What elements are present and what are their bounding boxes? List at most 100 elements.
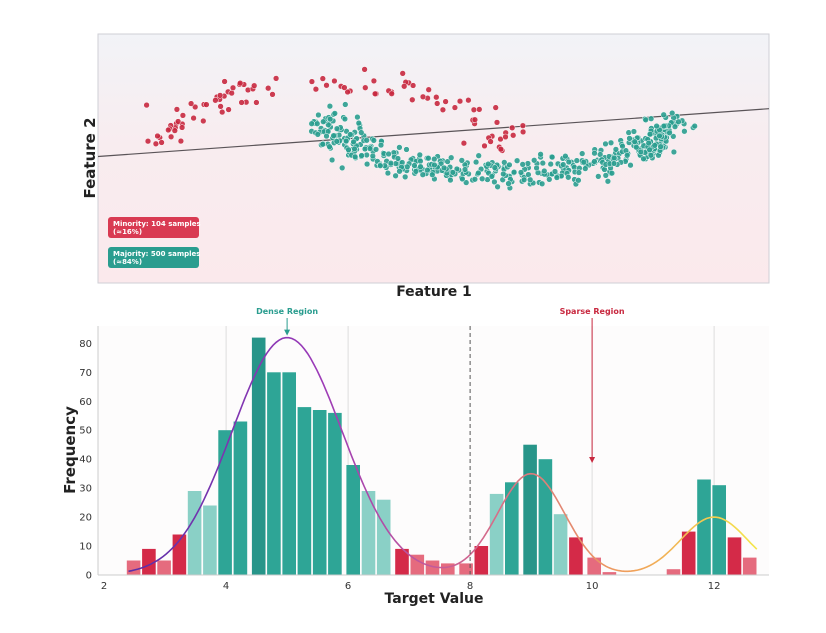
minority-point [167,133,175,140]
histogram-bar [505,482,519,575]
majority-point [475,152,482,159]
majority-point [392,172,399,179]
histogram-bar [602,572,617,575]
histogram-bar [553,514,568,575]
majority-point [341,115,349,123]
majority-point [591,150,598,157]
majority-point [424,166,431,174]
majority-point [625,129,632,136]
majority-point [447,176,454,184]
minority-point [344,88,351,96]
majority-point [647,115,655,122]
majority-point [565,174,572,181]
histogram-bar [282,372,296,575]
majority-point [520,176,528,183]
majority-point [459,175,466,183]
histogram-y-ticks: 0 10 20 30 40 50 60 70 80 [79,339,92,582]
majority-point [573,157,580,164]
majority-point [417,163,424,170]
histogram-bar [376,499,391,575]
histogram-annotations: Dense Region Sparse Region [256,307,625,463]
minority-point [178,124,186,131]
majority-point [656,132,663,140]
majority-point [591,158,598,165]
majority-point [539,159,546,167]
majority-point [358,152,365,159]
majority-point [560,161,567,168]
majority-point [627,162,634,169]
x-tick-label: 8 [467,581,473,592]
minority-point [144,138,152,145]
majority-point [505,180,512,187]
majority-point [597,151,604,158]
majority-point [660,122,667,130]
histogram-bar [727,537,742,575]
majority-point [431,155,438,163]
majority-point [519,161,526,168]
histogram-bar [312,410,327,575]
minority-point [519,128,527,136]
histogram-bar [441,563,455,575]
minority-point [425,86,432,93]
majority-point [631,138,638,145]
majority-point [342,101,349,108]
histogram-bar [233,421,248,575]
scatter-points [143,66,698,192]
majority-point [475,169,482,177]
y-tick-label: 40 [79,455,92,466]
minority-point [487,138,494,145]
minority-point [237,80,244,87]
minority-point [171,127,178,134]
minority-point [190,114,197,122]
majority-point [491,178,498,186]
majority-point [691,122,698,130]
scatter-y-axis-label: Feature 2 [81,117,99,198]
majority-point [330,132,337,139]
majority-point [331,110,338,117]
majority-point [637,148,644,156]
majority-point [575,177,582,184]
minority-point [460,140,468,147]
majority-point [319,141,326,148]
majority-point [416,151,423,159]
histogram-panel: 2 4 6 8 10 12 0 10 20 30 40 50 60 70 80 Dense Region S… [61,307,769,607]
minority-point [419,93,427,100]
histogram-bar [218,430,232,575]
majority-point [602,140,609,148]
majority-point [553,174,561,181]
minority-point [371,90,379,97]
majority-point [669,109,676,117]
minority-point [238,99,245,106]
majority-point [547,160,554,168]
majority-point [323,132,330,140]
minority-point [179,112,187,119]
minority-badge: Minority: 104 samples (≈16%) [108,217,201,238]
majority-point [315,111,322,119]
majority-point [517,169,525,176]
minority-point [192,103,199,111]
histogram-bar [681,531,696,575]
majority-point [425,155,432,162]
y-tick-label: 70 [79,368,92,379]
majority-point [404,163,411,170]
majority-point [562,153,569,160]
x-tick-label: 4 [223,581,229,592]
majority-point [670,148,678,156]
minority-point [399,70,406,77]
histogram-bar [251,337,266,575]
majority-point [619,143,626,150]
majority-point [366,145,374,152]
minority-point [165,126,172,134]
minority-point [370,77,378,85]
majority-point [510,169,518,176]
majority-point [607,139,615,146]
annotation-arrow-head [284,329,291,336]
minority-point [203,101,210,108]
x-tick-label: 10 [586,581,599,592]
majority-point [608,170,616,177]
minority-point [409,82,417,89]
majority-point [385,150,392,158]
histogram-bar [523,444,537,575]
majority-point [575,169,583,176]
majority-point [471,176,479,183]
